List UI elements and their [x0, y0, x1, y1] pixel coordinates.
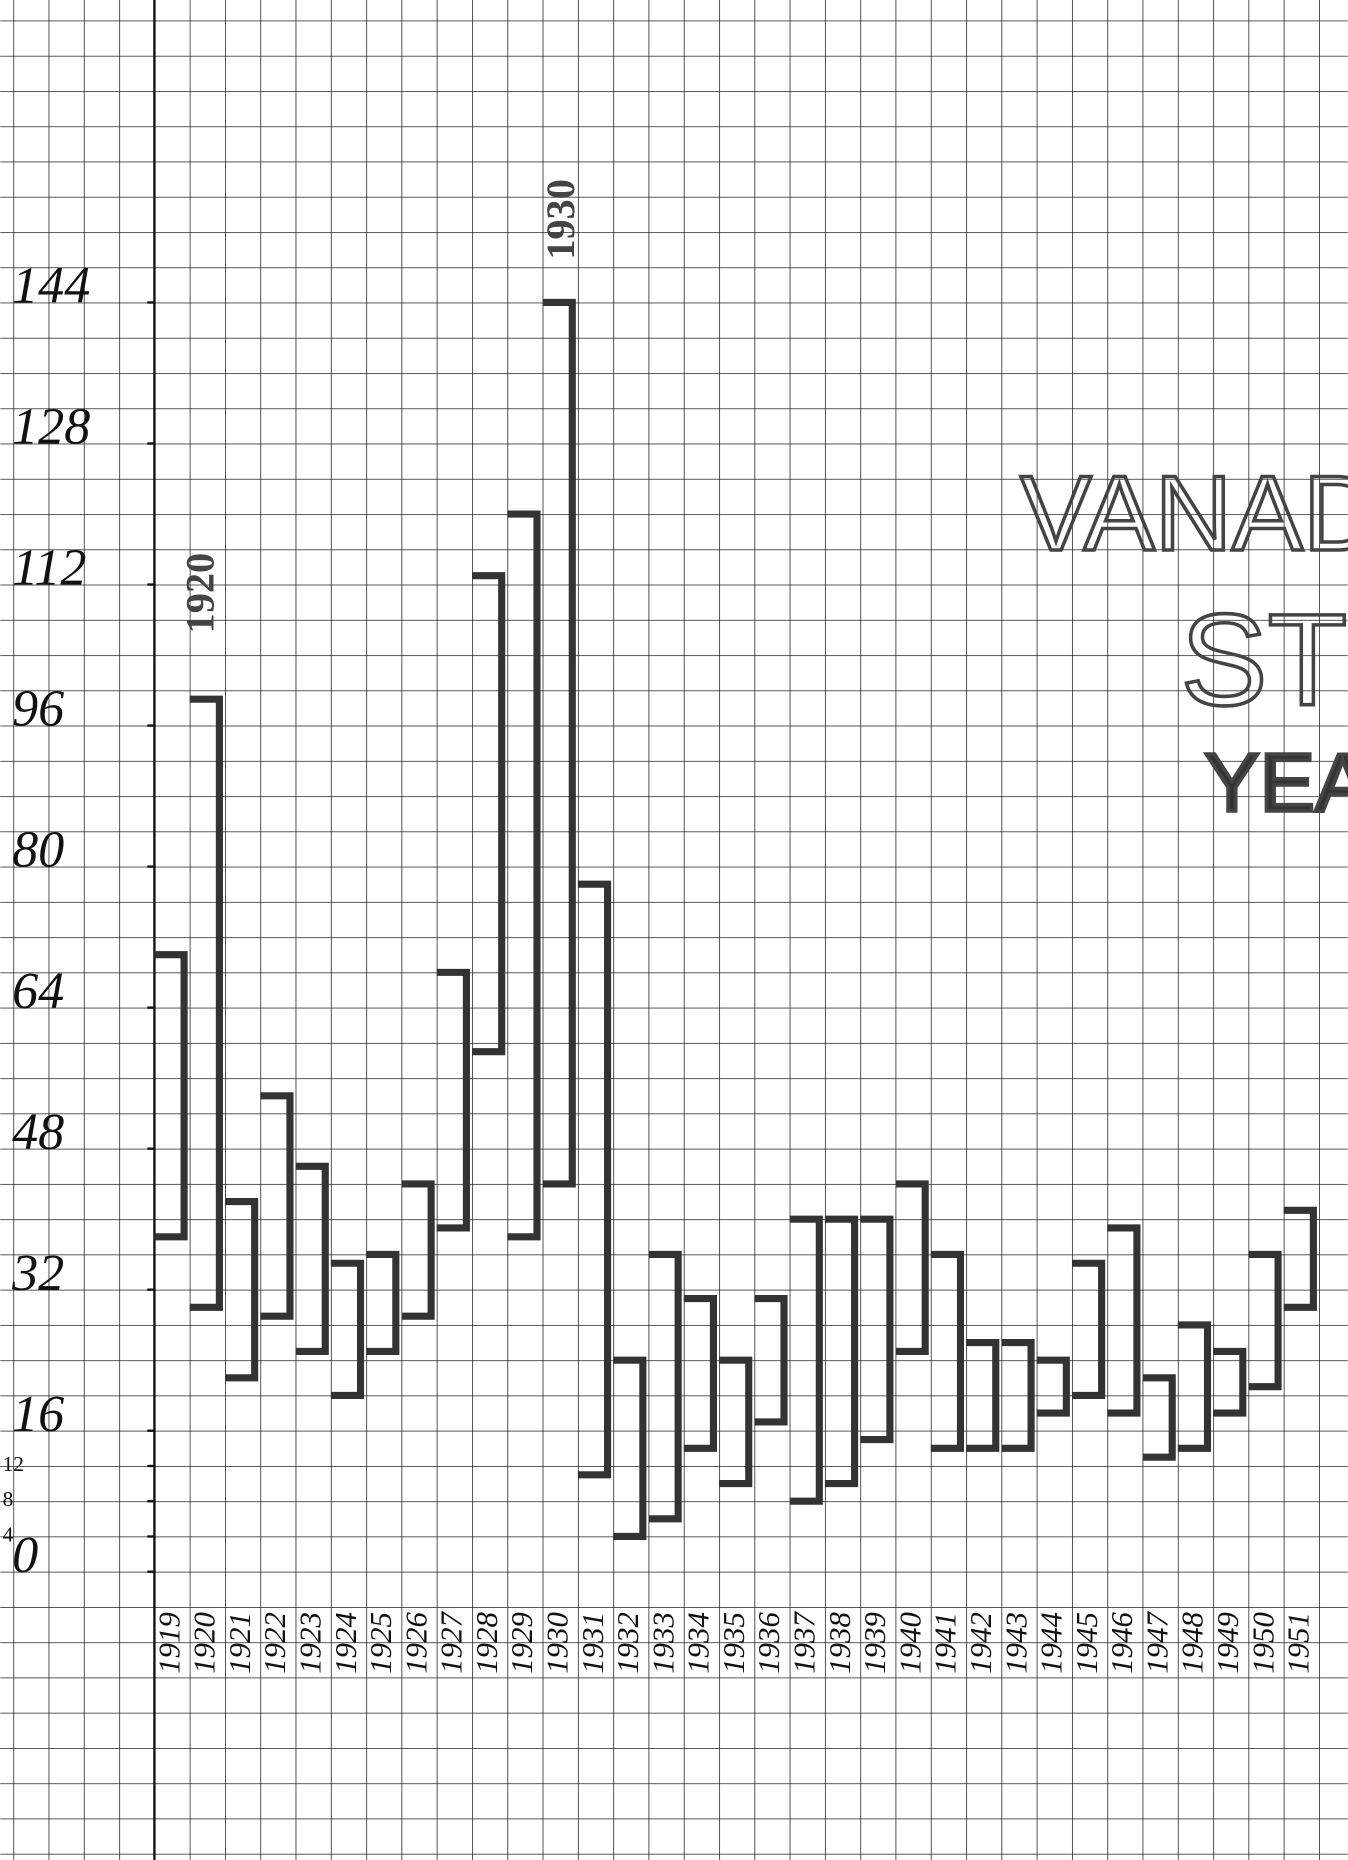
x-tick-label: 1944: [1035, 1612, 1069, 1674]
x-tick-label: 1920: [188, 1612, 222, 1674]
x-tick-label: 1923: [293, 1612, 327, 1674]
title-line: YEA: [1204, 736, 1348, 829]
x-tick-label: 1922: [258, 1612, 292, 1674]
y-tick-label: 144: [12, 257, 90, 315]
x-tick-label: 1927: [435, 1611, 469, 1674]
x-tick-label: 1945: [1070, 1612, 1104, 1674]
x-tick-label: 1948: [1176, 1612, 1210, 1674]
y-tick-label: 80: [12, 821, 64, 879]
x-tick-label: 1939: [858, 1612, 892, 1674]
x-tick-label: 1925: [364, 1612, 398, 1674]
x-tick-label: 1942: [964, 1612, 998, 1674]
title-line: VANAD: [1020, 453, 1348, 573]
x-tick-label: 1924: [329, 1612, 363, 1674]
y-tick-label: 48: [12, 1103, 64, 1161]
x-tick-label: 1934: [682, 1612, 716, 1674]
x-tick-label: 1921: [223, 1612, 257, 1674]
x-tick-label: 1941: [929, 1612, 963, 1674]
y-tick-label: 8: [3, 1487, 14, 1511]
y-tick-label: 4: [3, 1522, 14, 1546]
x-tick-label: 1938: [823, 1612, 857, 1674]
x-tick-label: 1935: [717, 1612, 751, 1674]
title-line: ST: [1181, 587, 1348, 733]
y-tick-label: 96: [12, 680, 64, 738]
x-tick-label: 1949: [1211, 1612, 1245, 1674]
y-tick-label: 32: [11, 1244, 64, 1302]
chart: VANAD ST YEA 1920 1930 04812163248648096…: [0, 0, 1348, 1860]
page: {"chart_data": {"type": "range", "title_…: [0, 0, 1348, 1860]
x-tick-label: 1930: [540, 1612, 574, 1674]
annotation: 1930: [538, 179, 583, 260]
x-tick-label: 1951: [1282, 1612, 1316, 1674]
x-tick-label: 1933: [646, 1612, 680, 1674]
y-tick-label: 12: [3, 1452, 24, 1476]
x-tick-label: 1947: [1140, 1611, 1174, 1674]
y-tick-label: 0: [12, 1526, 38, 1584]
x-tick-label: 1940: [893, 1612, 927, 1674]
x-tick-label: 1937: [788, 1611, 822, 1674]
x-tick-label: 1932: [611, 1612, 645, 1674]
y-tick-label: 16: [12, 1385, 64, 1443]
y-tick-label: 128: [12, 398, 90, 456]
x-tick-label: 1919: [152, 1612, 186, 1674]
x-tick-label: 1936: [752, 1612, 786, 1674]
x-tick-label: 1928: [470, 1612, 504, 1674]
graph-paper: [0, 0, 1348, 1860]
x-tick-label: 1929: [505, 1612, 539, 1674]
x-tick-label: 1931: [576, 1612, 610, 1674]
annotation: 1920: [178, 553, 223, 634]
x-tick-label: 1943: [999, 1612, 1033, 1674]
x-tick-label: 1950: [1246, 1612, 1280, 1674]
y-tick-label: 64: [12, 962, 64, 1020]
x-tick-label: 1946: [1105, 1612, 1139, 1674]
y-tick-label: 112: [12, 539, 86, 597]
x-tick-label: 1926: [399, 1612, 433, 1674]
